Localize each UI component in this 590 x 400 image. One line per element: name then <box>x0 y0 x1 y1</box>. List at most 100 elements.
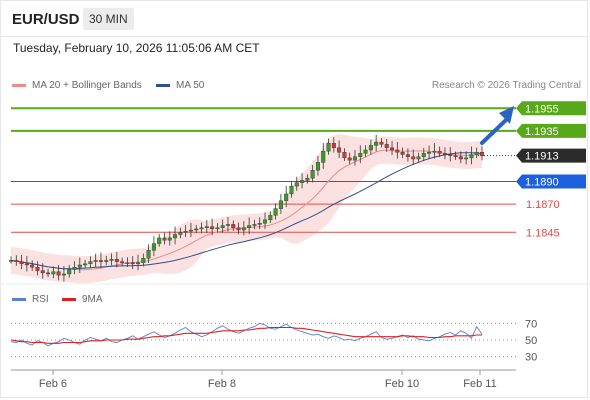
candle-body <box>93 260 98 262</box>
candle-body <box>199 227 204 230</box>
ma9-line <box>10 326 482 344</box>
candle-body <box>469 154 474 159</box>
candle-body <box>321 150 326 163</box>
candle-body <box>400 152 405 155</box>
current-price-text: 1.1913 <box>525 151 559 163</box>
candle-body <box>273 208 278 216</box>
candle-body <box>437 150 442 154</box>
candle-body <box>146 250 151 259</box>
candle-body <box>395 149 400 153</box>
candle-body <box>220 225 225 228</box>
candle-body <box>326 143 331 152</box>
current-price-tag <box>516 148 586 163</box>
candle-body <box>114 259 119 262</box>
ma9-label: 9MA <box>82 294 103 305</box>
legend-rsi: RSI <box>12 294 49 305</box>
credit-text: Research © 2026 Trading Central <box>431 80 581 91</box>
candle-body <box>24 263 29 266</box>
level-label-3: 1.1870 <box>526 199 560 211</box>
level-text-4: 1.1845 <box>526 227 560 239</box>
candle-body <box>331 143 336 148</box>
candle-body <box>188 229 193 232</box>
ma20-label: MA 20 + Bollinger Bands <box>32 80 142 91</box>
candle-body <box>167 237 172 241</box>
candle-body <box>19 261 24 265</box>
candle-body <box>241 227 246 231</box>
ma20-line <box>10 149 483 271</box>
symbol-label: EUR/USD <box>12 11 80 28</box>
candle-body <box>427 152 432 154</box>
candle-body <box>247 225 252 228</box>
candle-body <box>305 177 310 181</box>
candle-body <box>352 156 357 161</box>
candle-body <box>56 271 61 276</box>
level-label-1: 1.1935 <box>516 123 586 138</box>
candle-body <box>453 155 458 157</box>
candle-body <box>30 264 35 268</box>
candle-body <box>421 153 426 157</box>
candle-body <box>342 152 347 159</box>
candle-body <box>464 157 469 160</box>
candle-body <box>416 156 421 160</box>
candle-body <box>210 226 215 230</box>
candle-body <box>14 260 19 262</box>
candle-body <box>310 170 315 179</box>
candle-body <box>379 141 384 145</box>
candle-body <box>480 152 485 156</box>
candle-body <box>225 224 230 226</box>
candle-body <box>284 193 289 201</box>
candle-body <box>268 215 273 221</box>
x-tick-0: Feb 6 <box>39 378 67 390</box>
candle-body <box>120 261 125 263</box>
candle-body <box>374 141 379 146</box>
candle-body <box>162 237 167 241</box>
candle-body <box>109 259 114 261</box>
ma20-swatch <box>12 84 26 87</box>
candle-body <box>231 224 236 228</box>
candle-body <box>67 269 72 275</box>
forecast-arrow-shaft <box>480 118 508 145</box>
candle-body <box>405 154 410 157</box>
ma9-swatch <box>62 298 76 301</box>
x-tick-1: Feb 8 <box>208 378 236 390</box>
ma50-line <box>10 152 483 270</box>
level-label-4: 1.1845 <box>526 227 560 239</box>
candle-body <box>151 243 156 251</box>
ma50-swatch <box>156 84 170 87</box>
candle-body <box>178 232 183 235</box>
level-label-0: 1.1955 <box>516 101 586 116</box>
level-tag-1 <box>516 123 586 138</box>
ma50-label: MA 50 <box>176 80 205 91</box>
level-text-2: 1.1890 <box>525 177 559 189</box>
candle-body <box>98 260 103 262</box>
x-tick-2: Feb 10 <box>385 378 419 390</box>
level-tag-0 <box>516 101 586 116</box>
rsi-tick-50: 50 <box>525 335 537 347</box>
candle-body <box>337 147 342 153</box>
candle-body <box>88 261 93 265</box>
candle-body <box>294 182 299 187</box>
candle-body <box>157 237 162 244</box>
timeframe-badge[interactable]: 30 MIN <box>83 8 134 30</box>
title-bar: EUR/USD 30 MIN <box>0 0 588 36</box>
candle-body <box>448 154 453 156</box>
rsi-tick-30: 30 <box>525 352 537 364</box>
candle-body <box>263 219 268 224</box>
candle-body <box>35 267 40 271</box>
candle-body <box>183 230 188 233</box>
candle-body <box>46 272 51 275</box>
candle-body <box>130 262 135 265</box>
level-text-3: 1.1870 <box>526 199 560 211</box>
candle-body <box>83 263 88 266</box>
rsi-label: RSI <box>32 294 49 305</box>
candle-body <box>61 273 66 276</box>
level-tag-2 <box>516 174 586 189</box>
legend-9ma: 9MA <box>62 294 103 305</box>
candle-body <box>368 145 373 151</box>
candles <box>8 134 485 282</box>
candle-body <box>278 200 283 209</box>
legend-ma50: MA 50 <box>156 80 204 91</box>
candle-body <box>363 149 368 154</box>
candle-body <box>384 144 389 148</box>
